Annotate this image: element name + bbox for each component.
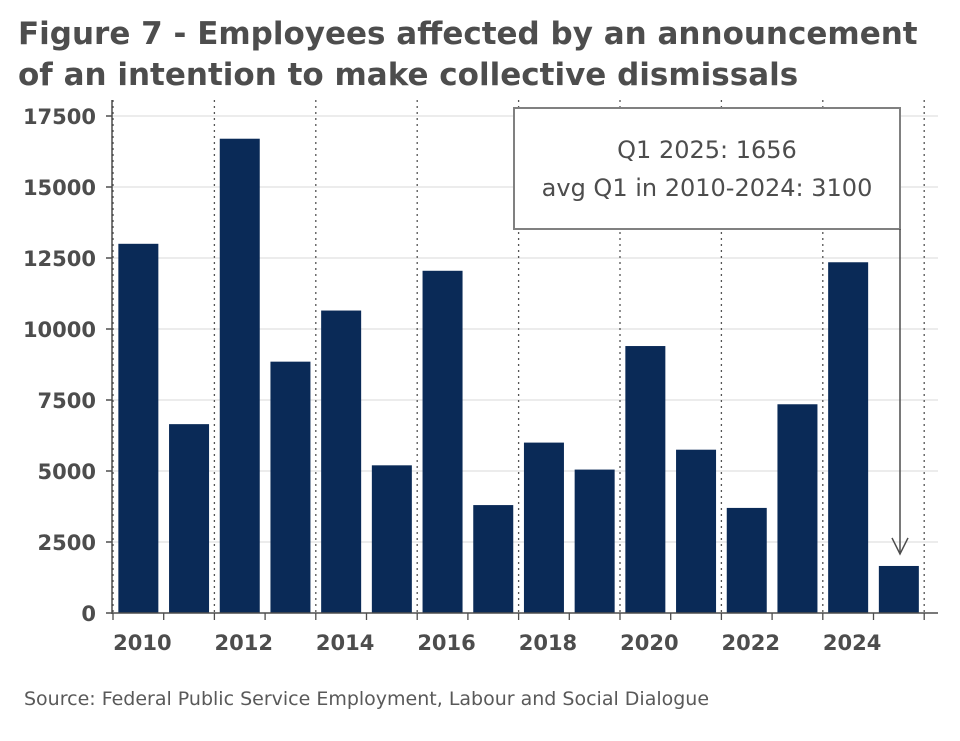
bar-chart: 0 2500 5000 7500 10000 12500 15000 17500 2010 201… (23, 100, 938, 655)
bar (726, 507, 767, 613)
x-tick-label: 2024 (823, 631, 881, 655)
y-tick-label: 15000 (23, 176, 96, 200)
bar (371, 465, 412, 613)
bar (625, 346, 666, 613)
bar (270, 361, 311, 613)
bar (473, 505, 514, 613)
y-tick-label: 5000 (38, 460, 96, 484)
source-note: Source: Federal Public Service Employmen… (24, 688, 710, 710)
bar (523, 442, 564, 613)
bar (574, 469, 615, 613)
axes (106, 100, 938, 620)
annotation-line: Q1 2025: 1656 (617, 136, 797, 164)
annotation-box (513, 107, 901, 230)
y-tick-label: 2500 (38, 531, 96, 555)
bar (828, 262, 869, 613)
bar (676, 449, 717, 613)
chart-title: Figure 7 - Employees affected by an anno… (18, 16, 918, 93)
annotation: Q1 2025: 1656 avg Q1 in 2010-2024: 3100 (513, 107, 909, 556)
bar (878, 565, 919, 613)
x-tick-label: 2016 (417, 631, 475, 655)
x-tick-label: 2010 (113, 631, 171, 655)
bar (777, 404, 818, 613)
y-tick-label: 10000 (23, 318, 96, 342)
x-tick-label: 2012 (215, 631, 273, 655)
x-tick-label: 2014 (316, 631, 374, 655)
y-tick-label: 12500 (23, 247, 96, 271)
bar (169, 424, 210, 613)
y-tick-label: 17500 (23, 105, 96, 129)
bar (422, 270, 463, 613)
x-tick-label: 2020 (620, 631, 678, 655)
bars (118, 138, 919, 614)
annotation-arrowhead (891, 537, 909, 556)
bar (219, 138, 260, 613)
y-tick-label: 0 (81, 602, 96, 626)
bar (118, 243, 159, 614)
tick-labels: 0 2500 5000 7500 10000 12500 15000 17500 2010 201… (23, 105, 881, 655)
bar (321, 310, 362, 613)
annotation-line: avg Q1 in 2010-2024: 3100 (542, 174, 873, 202)
y-tick-label: 7500 (38, 389, 96, 413)
x-tick-label: 2018 (519, 631, 577, 655)
x-tick-label: 2022 (722, 631, 780, 655)
